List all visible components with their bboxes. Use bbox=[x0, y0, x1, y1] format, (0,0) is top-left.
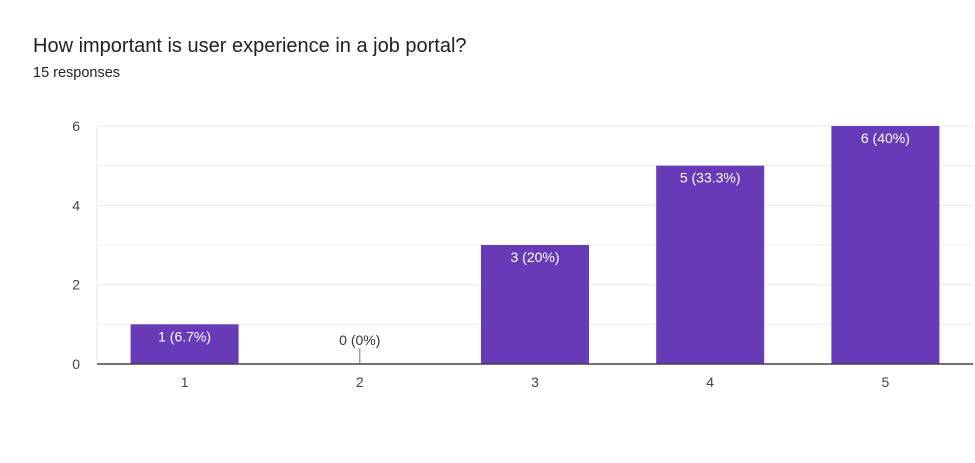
bar bbox=[481, 245, 589, 364]
data-label: 6 (40%) bbox=[861, 130, 910, 146]
y-tick-label: 2 bbox=[72, 277, 80, 293]
x-tick-label: 1 bbox=[181, 374, 189, 390]
data-labels: 1 (6.7%) 0 (0%) 3 (20%) 5 (33.3%) 6 (40%) bbox=[158, 130, 910, 364]
bars bbox=[130, 126, 940, 364]
x-tick-label: 4 bbox=[706, 374, 714, 390]
data-label: 1 (6.7%) bbox=[158, 328, 211, 344]
response-count: 15 responses bbox=[33, 65, 121, 81]
gridlines bbox=[96, 125, 973, 364]
x-tick-label: 3 bbox=[531, 374, 539, 390]
bar bbox=[656, 165, 765, 364]
y-tick-label: 6 bbox=[72, 118, 80, 134]
x-tick-label: 5 bbox=[882, 374, 890, 390]
data-label: 3 (20%) bbox=[510, 249, 559, 265]
data-label: 5 (33.3%) bbox=[680, 170, 741, 186]
data-label: 0 (0%) bbox=[339, 332, 380, 348]
bar bbox=[130, 324, 239, 364]
bar bbox=[831, 126, 940, 364]
x-tick-label: 2 bbox=[356, 374, 364, 390]
chart-title: How important is user experience in a jo… bbox=[33, 35, 467, 57]
axes: 0 2 4 6 1 2 3 4 5 bbox=[72, 118, 973, 390]
y-tick-label: 0 bbox=[72, 356, 80, 372]
y-tick-label: 4 bbox=[72, 197, 80, 213]
